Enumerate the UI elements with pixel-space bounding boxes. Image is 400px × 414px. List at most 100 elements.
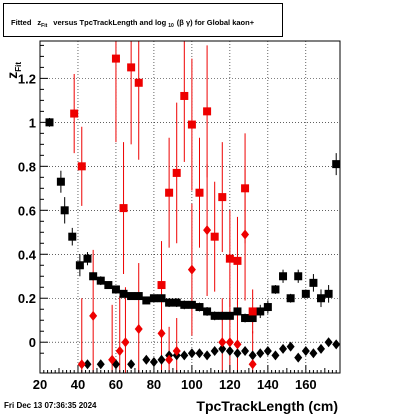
data-point-diamond (218, 343, 227, 354)
y-axis-label: zFit (4, 62, 23, 79)
data-point-diamond (134, 324, 143, 335)
title-log-sub: 10 (168, 23, 174, 29)
data-point-diamond (187, 348, 196, 359)
data-point-diamond (233, 348, 242, 359)
data-point-square (187, 300, 196, 309)
data-point-diamond (108, 354, 117, 365)
data-point-square (172, 298, 181, 307)
data-point-square (256, 307, 265, 316)
x-tick-label: 60 (109, 377, 123, 392)
data-point-square (111, 285, 120, 294)
data-point-square (233, 307, 242, 316)
axis-ticks: 20 40 60 80 100 120 140 160 0 0.2 0.4 0.6 0.8 1 1.2 (18, 44, 341, 392)
y-tick-label: 0.2 (18, 291, 36, 306)
data-point-square (218, 193, 227, 202)
x-tick-label: 80 (147, 377, 161, 392)
data-point-square (271, 285, 280, 294)
data-point-diamond (309, 348, 318, 359)
data-point-diamond (157, 354, 166, 365)
data-point-diamond (241, 346, 250, 357)
data-point-diamond (195, 348, 204, 359)
title-z: z (37, 18, 41, 27)
data-point-square (56, 177, 65, 186)
data-point-square (203, 307, 212, 316)
data-point-square (111, 54, 120, 63)
data-point-diamond (172, 346, 181, 357)
data-point-square (134, 292, 143, 301)
data-point-diamond (210, 346, 219, 357)
data-point-diamond (142, 354, 151, 365)
data-point-square (180, 300, 189, 309)
data-point-diamond (77, 359, 86, 370)
data-point-square (286, 294, 295, 303)
data-point-square (75, 261, 84, 270)
data-point-diamond (149, 357, 158, 368)
data-point-diamond (203, 350, 212, 361)
data-point-square (70, 109, 79, 118)
data-point-square (279, 272, 288, 281)
data-markers (45, 54, 341, 370)
data-point-diamond (225, 337, 234, 348)
x-axis-label: TpcTrackLength (cm) (196, 398, 338, 414)
title-tail: (β γ) for Global kaon+ (177, 18, 255, 27)
y-axis-label-main: z (4, 72, 20, 79)
data-point-diamond (115, 346, 124, 357)
data-point-diamond (165, 354, 174, 365)
data-point-square (195, 188, 204, 197)
data-point-square (96, 276, 105, 285)
y-tick-label: 1.2 (18, 71, 36, 86)
data-point-square (263, 303, 272, 312)
data-point-square (165, 188, 174, 197)
x-tick-label: 40 (71, 377, 85, 392)
y-tick-label: 0.6 (18, 203, 36, 218)
data-point-square (187, 120, 196, 129)
data-point-diamond (203, 225, 212, 236)
data-point-diamond (286, 341, 295, 352)
data-point-diamond (317, 343, 326, 354)
title-z-sub: Fit (41, 23, 47, 29)
data-point-square (77, 162, 86, 171)
data-point-square (149, 294, 158, 303)
y-axis-label-sub: Fit (14, 62, 23, 72)
data-point-square (241, 184, 250, 193)
x-tick-label: 160 (295, 377, 317, 392)
data-point-diamond (96, 359, 105, 370)
data-point-square (309, 278, 318, 287)
data-point-square (60, 206, 69, 215)
data-point-square (294, 272, 303, 281)
y-tick-label: 0.8 (18, 159, 36, 174)
data-point-square (45, 118, 54, 127)
data-point-square (317, 294, 326, 303)
data-point-diamond (83, 359, 92, 370)
data-point-square (225, 311, 234, 320)
data-point-diamond (180, 350, 189, 361)
data-point-square (203, 107, 212, 116)
data-point-square (165, 298, 174, 307)
data-point-diamond (89, 310, 98, 321)
data-point-square (248, 314, 257, 323)
data-point-square (301, 289, 310, 298)
data-point-diamond (218, 337, 227, 348)
x-tick-label: 100 (181, 377, 203, 392)
data-point-square (127, 63, 136, 72)
data-point-diamond (248, 359, 257, 370)
data-point-square (127, 292, 136, 301)
data-point-diamond (233, 339, 242, 350)
data-point-diamond (127, 359, 136, 370)
data-point-square (157, 281, 166, 290)
data-point-diamond (324, 337, 333, 348)
data-point-square (89, 272, 98, 281)
data-point-diamond (301, 346, 310, 357)
data-point-square (172, 168, 181, 177)
y-tick-label: 0.4 (18, 247, 37, 262)
data-point-diamond (271, 350, 280, 361)
data-point-square (157, 294, 166, 303)
data-point-diamond (225, 346, 234, 357)
datestamp: Fri Dec 13 07:36:35 2024 (4, 401, 97, 410)
data-point-square (104, 281, 113, 290)
x-tick-label: 120 (219, 377, 241, 392)
data-point-square (225, 254, 234, 263)
chart-title-box: Fitted zFit versus TpcTrackLength and log 1… (3, 3, 283, 37)
data-point-square (68, 232, 77, 241)
